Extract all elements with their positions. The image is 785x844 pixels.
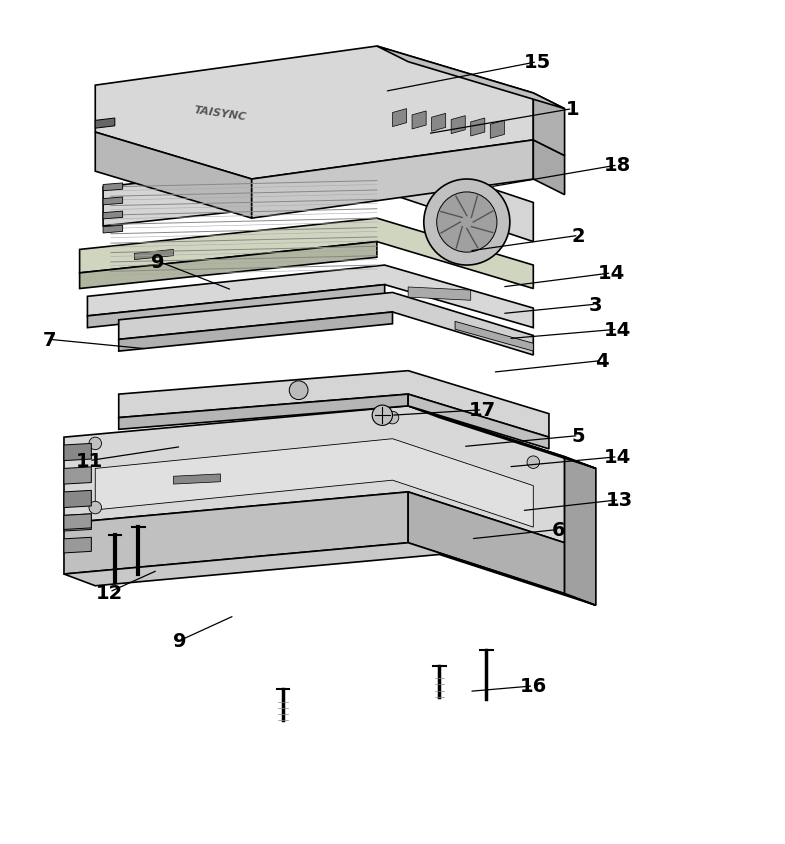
Text: 14: 14 [604,321,631,339]
Polygon shape [79,219,533,289]
Circle shape [436,192,497,253]
Polygon shape [103,226,122,234]
Text: 12: 12 [96,583,123,602]
Text: 1: 1 [566,100,579,119]
Polygon shape [103,184,122,192]
Polygon shape [87,266,533,328]
Text: 15: 15 [524,53,551,72]
Polygon shape [564,457,596,606]
Polygon shape [64,514,91,530]
Polygon shape [408,492,564,594]
Polygon shape [392,110,407,127]
Circle shape [386,412,399,425]
Polygon shape [119,371,549,438]
Polygon shape [103,212,122,219]
Polygon shape [408,395,549,449]
Text: TAISYNC: TAISYNC [194,105,247,122]
Polygon shape [533,141,564,196]
Polygon shape [408,406,596,469]
Polygon shape [252,141,533,219]
Polygon shape [377,47,564,110]
Text: 13: 13 [606,490,633,510]
Polygon shape [471,119,485,137]
Text: 16: 16 [520,677,547,695]
Text: 11: 11 [75,452,103,471]
Polygon shape [95,133,252,219]
Polygon shape [95,47,533,180]
Polygon shape [432,114,446,133]
Circle shape [372,406,392,426]
Polygon shape [119,395,408,430]
Polygon shape [533,94,564,156]
Circle shape [527,457,539,469]
Circle shape [424,180,509,266]
Polygon shape [64,406,564,543]
Polygon shape [64,444,91,461]
Text: 2: 2 [571,226,586,246]
Text: 4: 4 [595,352,609,371]
Text: 14: 14 [604,447,631,467]
Polygon shape [491,122,504,139]
Polygon shape [79,242,377,289]
Polygon shape [455,322,533,352]
Text: 3: 3 [589,295,603,314]
Circle shape [89,438,101,450]
Polygon shape [64,538,91,554]
Polygon shape [64,468,91,484]
Polygon shape [64,490,91,508]
Text: 17: 17 [469,401,496,419]
Polygon shape [412,111,426,130]
Text: 7: 7 [43,331,57,349]
Polygon shape [134,250,173,260]
Polygon shape [87,285,385,328]
Text: 9: 9 [173,631,187,650]
Text: 14: 14 [598,264,625,283]
Polygon shape [64,492,408,575]
Polygon shape [173,474,221,484]
Text: 6: 6 [552,521,565,539]
Text: 18: 18 [604,156,631,176]
Polygon shape [95,119,115,129]
Polygon shape [119,312,392,352]
Polygon shape [64,514,91,532]
Circle shape [289,381,308,400]
Text: 9: 9 [151,252,165,271]
Polygon shape [408,288,471,301]
Circle shape [89,501,101,514]
Text: 5: 5 [571,426,586,446]
Polygon shape [64,543,596,606]
Polygon shape [103,197,122,206]
Polygon shape [95,439,533,528]
Polygon shape [119,293,533,355]
Polygon shape [451,116,466,134]
Polygon shape [103,156,533,242]
